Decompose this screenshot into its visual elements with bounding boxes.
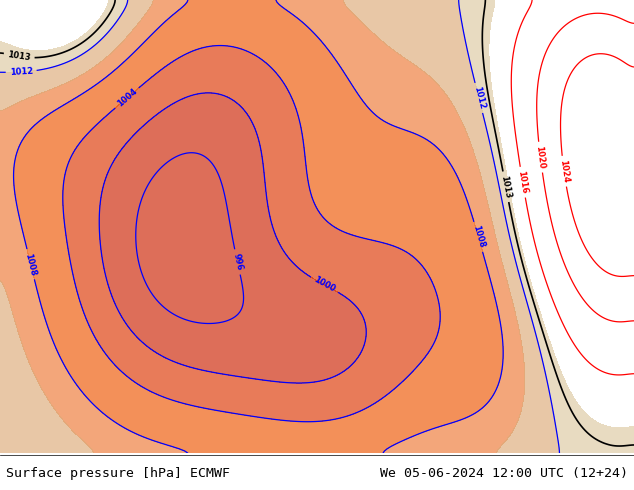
Text: 1024: 1024 [558, 159, 570, 183]
Text: 1013: 1013 [7, 50, 31, 63]
Text: Surface pressure [hPa] ECMWF: Surface pressure [hPa] ECMWF [6, 467, 230, 480]
Text: 1012: 1012 [10, 67, 33, 77]
Text: 1020: 1020 [534, 145, 547, 169]
Text: We 05-06-2024 12:00 UTC (12+24): We 05-06-2024 12:00 UTC (12+24) [380, 467, 628, 480]
Text: 996: 996 [231, 252, 243, 271]
Text: 1008: 1008 [23, 252, 38, 276]
Text: 1008: 1008 [471, 224, 486, 249]
Text: 1013: 1013 [499, 174, 512, 199]
Text: 1012: 1012 [472, 86, 486, 110]
Text: 1004: 1004 [115, 87, 139, 109]
Text: 1000: 1000 [312, 275, 337, 294]
Text: 1016: 1016 [516, 170, 529, 195]
